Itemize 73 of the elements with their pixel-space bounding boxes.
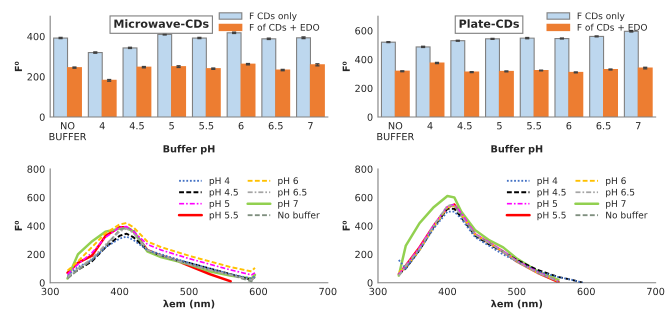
x-tick-label: 300 [369,288,387,296]
x-tick-label: NO BUFFER [50,122,86,140]
x-tick-label: 4.5 [457,122,472,130]
chart-title: Plate-CDs [460,19,519,28]
y-axis-title: F⁰ [342,62,350,72]
y-axis-title: F⁰ [14,220,22,230]
legend-label: F CDs only [250,12,297,22]
x-tick-label: 400 [110,288,128,296]
legend-label: pH 5 [538,200,558,209]
legend-label: pH 6.5 [278,188,306,198]
x-tick-label: 500 [180,288,198,296]
legend-label: pH 4.5 [538,188,566,198]
x-tick-label: 5.5 [527,122,542,130]
chart-title: Microwave-CDs [114,19,209,28]
y-tick-label: 400 [355,222,372,230]
y-tick-label: 0 [40,279,45,287]
x-tick-label: 700 [319,288,336,296]
legend-label: pH 4 [538,177,558,186]
y-tick-label: 400 [27,222,45,230]
y-tick-label: 0 [40,113,45,121]
x-tick-label: 7 [636,122,641,130]
y-tick-label: 400 [355,56,372,64]
x-tick-label: 600 [578,288,595,296]
x-tick-label: 6 [566,122,572,130]
x-tick-label: 5.5 [199,122,214,130]
x-tick-label: 5 [169,122,174,130]
legend-label: No buffer [606,211,648,218]
y-tick-label: 200 [27,250,45,258]
y-tick-label: 600 [355,194,372,202]
x-tick-label: 700 [647,288,664,296]
legend-label: pH 4 [210,177,230,186]
x-tick-label: 600 [250,288,268,296]
legend-label: pH 6 [278,177,298,186]
legend-label: No buffer [278,211,320,218]
x-tick-label: NO BUFFER [377,122,414,140]
x-tick-label: 7 [308,122,313,130]
legend-label: pH 5.5 [210,212,238,220]
legend-label: F of CDs + EDO [578,24,647,31]
x-tick-label: 400 [438,288,456,296]
x-tick-label: 4 [100,122,105,130]
legend-label: pH 7 [278,200,298,209]
y-tick-label: 200 [355,84,372,92]
x-tick-label: 6.5 [596,122,610,130]
y-axis-title: F⁰ [342,220,350,230]
x-tick-label: 4.5 [130,122,144,130]
legend-label: F of CDs + EDO [250,24,320,31]
x-tick-label: 6 [238,122,244,130]
x-axis-title: Buffer pH [164,144,214,154]
x-tick-label: 4 [427,122,433,130]
y-tick-label: 600 [355,27,372,34]
y-tick-label: 800 [355,165,372,173]
x-tick-label: 5 [497,122,502,130]
x-axis-title: Buffer pH [491,144,542,154]
y-tick-label: 200 [27,73,45,81]
y-tick-label: 600 [27,194,45,202]
legend-label: pH 5 [210,200,230,209]
legend-label: pH 6.5 [606,188,634,198]
y-tick-label: 400 [27,32,45,40]
y-tick-label: 800 [27,165,45,173]
legend-label: pH 4.5 [210,188,238,198]
legend-label: pH 7 [606,200,626,209]
x-tick-label: 300 [42,288,59,296]
legend-label: F CDs only [578,12,625,22]
legend-label: pH 5.5 [538,212,566,220]
y-tick-label: 0 [368,279,372,287]
x-tick-label: 6.5 [268,122,283,130]
y-axis-title: F⁰ [14,62,22,72]
y-tick-label: 0 [368,113,372,121]
x-axis-title: λem (nm) [163,300,214,308]
y-tick-label: 200 [355,250,372,258]
x-tick-label: 500 [508,288,526,296]
legend-label: pH 6 [606,177,626,186]
x-axis-title: λem (nm) [490,300,542,308]
